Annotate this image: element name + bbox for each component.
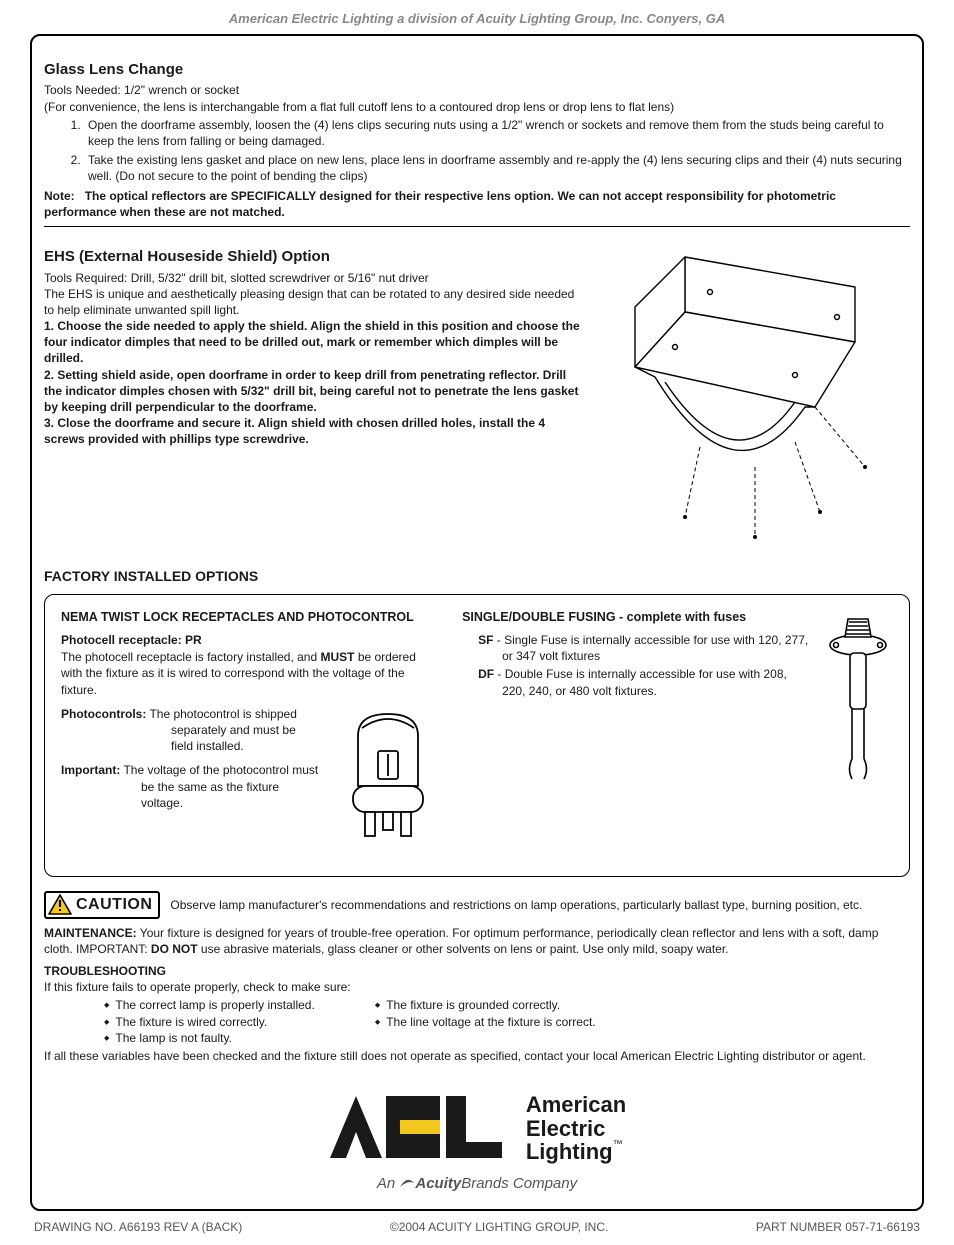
df-label: DF [478,667,494,681]
pr-body-a: The photocell receptacle is factory inst… [61,650,320,664]
photocontrol-diagram [338,706,438,860]
photocontrols-body: The photocontrol is shipped separately a… [146,707,297,753]
troubleshooting-intro: If this fixture fails to operate properl… [44,979,910,995]
glass-step-1: Open the doorframe assembly, loosen the … [84,117,910,149]
ehs-tools: Tools Required: Drill, 5/32" drill bit, … [44,270,580,286]
ehs-fixture-diagram [605,247,905,547]
trouble-col-2: The fixture is grounded correctly. The l… [375,997,596,1046]
ehs-figure [600,247,910,547]
nema-heading: NEMA TWIST LOCK RECEPTACLES AND PHOTOCON… [61,609,438,626]
maintenance-donot: DO NOT [151,942,198,956]
logo-tm: ™ [613,1139,623,1150]
glass-step-2: Take the existing lens gasket and place … [84,152,910,184]
acuity-swoosh-icon [399,1177,415,1189]
maintenance-body2: use abrasive materials, glass cleaner or… [198,942,729,956]
troubleshooting-outro: If all these variables have been checked… [44,1048,910,1064]
trouble-col-1: The correct lamp is properly installed. … [104,997,315,1046]
ehs-section: EHS (External Houseside Shield) Option T… [44,247,910,547]
maintenance-line: MAINTENANCE: Your fixture is designed fo… [44,925,910,957]
tagline-b: Brands Company [461,1175,577,1192]
warning-triangle-icon [48,894,72,915]
ael-logo-icon [328,1092,508,1164]
caution-badge: CAUTION [44,891,160,919]
glass-lens-title: Glass Lens Change [44,60,910,80]
tagline-brand: Acuity [415,1175,461,1192]
maintenance-label: MAINTENANCE: [44,926,137,940]
ehs-step-2: 2. Setting shield aside, open doorframe … [44,367,580,416]
caution-row: CAUTION Observe lamp manufacturer's reco… [44,891,910,919]
glass-convenience-note: (For convenience, the lens is interchang… [44,99,910,115]
glass-note: Note: The optical reflectors are SPECIFI… [44,188,910,220]
caution-label: CAUTION [76,894,152,916]
ehs-text: EHS (External Houseside Shield) Option T… [44,247,580,547]
nema-section: NEMA TWIST LOCK RECEPTACLES AND PHOTOCON… [61,609,438,860]
photocell-receptacle-heading: Photocell receptacle: PR [61,632,438,648]
sf-body: - Single Fuse is internally accessible f… [493,633,808,663]
glass-tools: Tools Needed: 1/2" wrench or socket [44,82,910,98]
logo-block: American Electric Lighting™ An AcuityBra… [44,1092,910,1194]
important-label: Important: [61,763,120,777]
troubleshooting-title: TROUBLESHOOTING [44,963,910,979]
photocontrols-line: Photocontrols: The photocontrol is shipp… [61,706,320,755]
trouble-item: The line voltage at the fixture is corre… [375,1014,596,1030]
troubleshooting-columns: The correct lamp is properly installed. … [104,997,910,1046]
footer-right: PART NUMBER 057-71-66193 [756,1219,920,1235]
trouble-item: The fixture is wired correctly. [104,1014,315,1030]
glass-note-body: The optical reflectors are SPECIFICALLY … [44,189,836,219]
trouble-item: The correct lamp is properly installed. [104,997,315,1013]
factory-options-title: FACTORY INSTALLED OPTIONS [44,567,910,586]
tagline-a: An [377,1175,400,1192]
ehs-intro: The EHS is unique and aesthetically plea… [44,286,580,318]
trouble-item: The lamp is not faulty. [104,1030,315,1046]
fusing-section: SINGLE/DOUBLE FUSING - complete with fus… [462,609,893,860]
important-line: Important: The voltage of the photocontr… [61,762,320,811]
glass-note-label: Note: [44,189,75,203]
ehs-title: EHS (External Houseside Shield) Option [44,247,580,267]
document-header: American Electric Lighting a division of… [0,0,954,34]
ehs-step-1: 1. Choose the side needed to apply the s… [44,318,580,367]
caution-message: Observe lamp manufacturer's recommendati… [170,897,862,913]
logo-tagline: An AcuityBrands Company [44,1174,910,1194]
photocell-receptacle-body: The photocell receptacle is factory inst… [61,649,438,698]
factory-options-frame: NEMA TWIST LOCK RECEPTACLES AND PHOTOCON… [44,594,910,877]
divider-1 [44,226,910,227]
logo-line2: Electric [526,1117,626,1140]
sf-line: SF - Single Fuse is internally accessibl… [462,632,813,664]
photocontrols-label: Photocontrols: [61,707,146,721]
sf-label: SF [478,633,493,647]
ehs-step-3: 3. Close the doorframe and secure it. Al… [44,415,580,447]
logo-text: American Electric Lighting™ [526,1093,626,1162]
fusing-heading: SINGLE/DOUBLE FUSING - complete with fus… [462,609,813,626]
trouble-item: The fixture is grounded correctly. [375,997,596,1013]
df-line: DF - Double Fuse is internally accessibl… [462,666,813,698]
glass-steps-list: Open the doorframe assembly, loosen the … [84,117,910,184]
df-body: - Double Fuse is internally accessible f… [494,667,787,697]
footer-left: DRAWING NO. A66193 REV A (BACK) [34,1219,242,1235]
important-body: The voltage of the photocontrol must be … [120,763,318,809]
page-frame: Glass Lens Change Tools Needed: 1/2" wre… [30,34,924,1211]
footer-row: DRAWING NO. A66193 REV A (BACK) ©2004 AC… [34,1219,920,1235]
logo-line3: Lighting [526,1139,613,1164]
logo-line1: American [526,1093,626,1116]
pr-body-must: MUST [320,650,354,664]
fuse-diagram [823,609,893,860]
footer-mid: ©2004 ACUITY LIGHTING GROUP, INC. [390,1219,608,1235]
